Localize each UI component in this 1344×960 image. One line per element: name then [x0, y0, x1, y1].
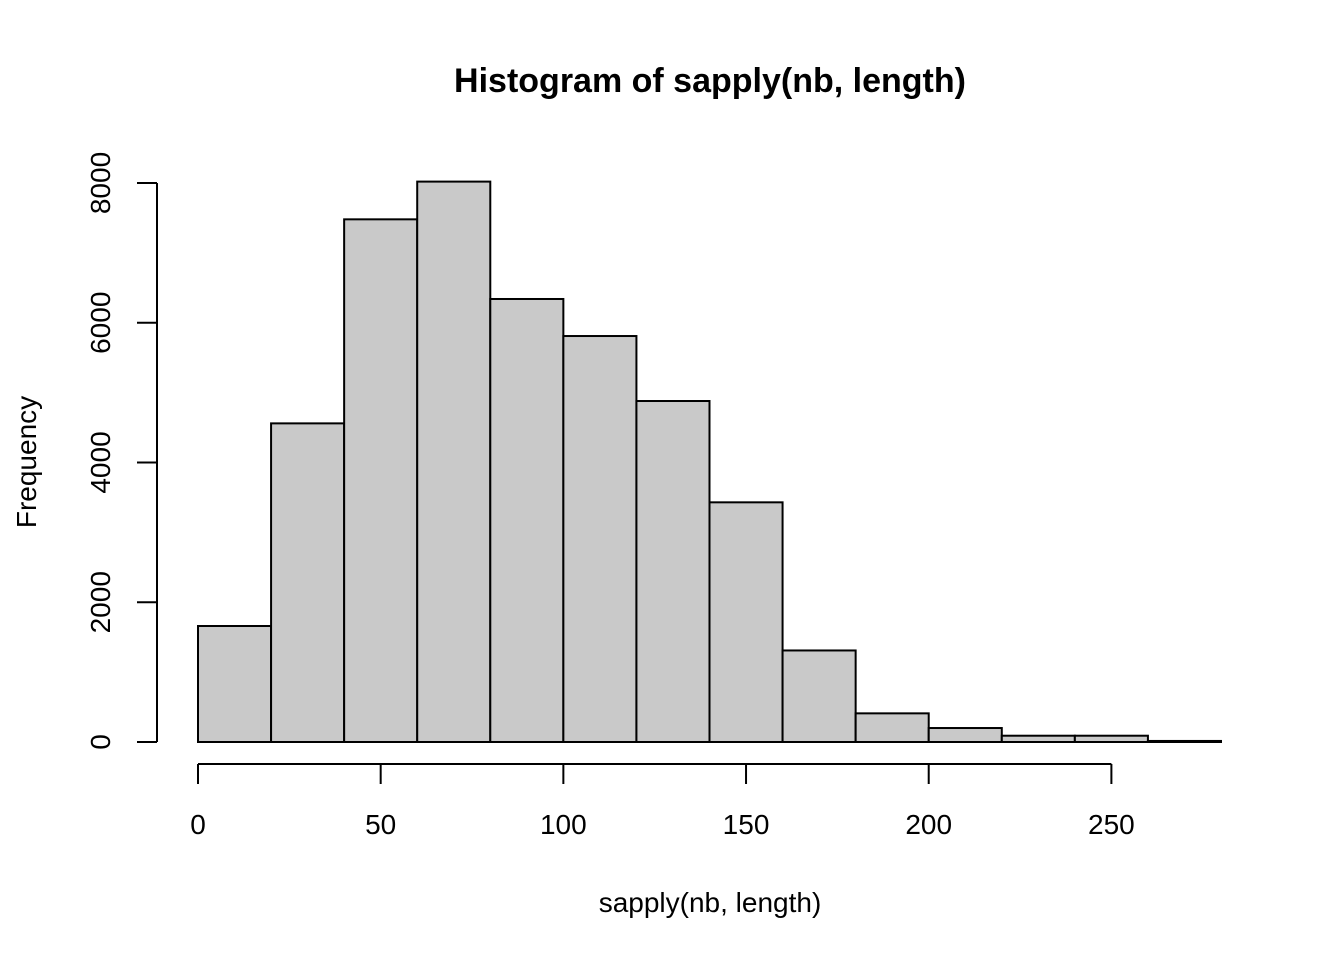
histogram-bar [781, 649, 857, 743]
x-tick-label: 250 [1088, 809, 1135, 840]
x-tick-label: 200 [905, 809, 952, 840]
histogram-bar [1073, 734, 1149, 743]
y-tick-label: 4000 [85, 431, 116, 493]
y-tick-label: 0 [85, 734, 116, 750]
histogram-bar [854, 712, 930, 744]
histogram-bar [1000, 734, 1076, 743]
x-axis: 0 50 100 150 200 250 [190, 763, 1135, 840]
x-tick-label: 50 [365, 809, 396, 840]
x-axis-label: sapply(nb, length) [599, 887, 822, 918]
y-tick-label: 8000 [85, 152, 116, 214]
histogram-bar [708, 501, 784, 743]
histogram-bar [416, 180, 492, 744]
x-tick-label: 150 [723, 809, 770, 840]
histogram-bar [635, 400, 711, 743]
y-axis-label: Frequency [11, 396, 42, 528]
histogram-bar [562, 335, 638, 743]
y-tick-label: 6000 [85, 292, 116, 354]
x-tick-label: 100 [540, 809, 587, 840]
chart-title: Histogram of sapply(nb, length) [454, 62, 966, 100]
histogram-bar [197, 625, 273, 744]
histogram-bar [1146, 739, 1223, 744]
histogram-bar [270, 422, 346, 743]
x-tick-label: 0 [190, 809, 206, 840]
y-axis: 0 2000 4000 6000 8000 [85, 152, 158, 750]
histogram-bar [927, 727, 1003, 744]
y-tick-label: 2000 [85, 571, 116, 633]
histogram-bar [489, 297, 565, 743]
bars-layer [197, 180, 1223, 744]
histogram-bar [343, 218, 419, 743]
